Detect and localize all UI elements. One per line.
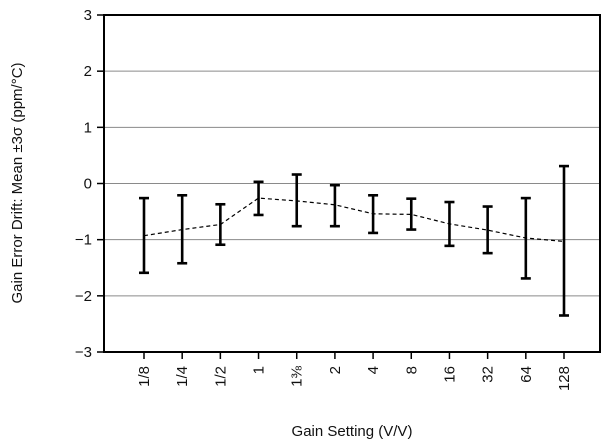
- y-tick-label: 1: [84, 119, 92, 136]
- error-bar: [406, 197, 417, 231]
- y-tick-label: −1: [75, 232, 92, 249]
- error-bar: [444, 200, 455, 248]
- y-tick-label: 3: [84, 7, 92, 24]
- y-axis-title: Gain Error Drift: Mean ±3σ (ppm/°C): [9, 62, 26, 303]
- error-bar: [520, 196, 531, 280]
- x-tick-label: 128: [556, 366, 573, 391]
- error-bar: [482, 205, 493, 255]
- y-axis-ticks: −3 −2 −1 0 1 2 3: [75, 7, 104, 361]
- x-tick-label: 2: [327, 366, 344, 374]
- error-bar: [291, 173, 302, 228]
- x-tick-label: 1/8: [136, 366, 153, 387]
- x-tick-label: 16: [441, 366, 458, 383]
- x-tick-label: 1/2: [212, 366, 229, 387]
- x-tick-label: 1: [251, 366, 268, 374]
- x-tick-label: 64: [518, 366, 535, 383]
- plot-frame: [103, 14, 601, 353]
- x-tick-label: 32: [480, 366, 497, 383]
- error-bar: [139, 196, 149, 275]
- error-bar: [368, 193, 379, 235]
- error-bar: [177, 193, 188, 265]
- y-tick-label: −2: [75, 288, 92, 305]
- error-bar: [253, 180, 264, 217]
- x-tick-label: 1⅜: [289, 366, 306, 387]
- x-axis-ticks: 1/8 1/4 1/2 1 1⅜ 2 4 8 16 32 64 128: [136, 352, 573, 391]
- y-tick-label: 0: [84, 176, 92, 193]
- y-tick-label: −3: [75, 344, 92, 361]
- x-tick-label: 1/4: [174, 366, 191, 387]
- error-bar: [329, 183, 340, 228]
- x-tick-label: 4: [365, 366, 382, 374]
- x-tick-label: 8: [403, 366, 420, 374]
- error-bar: [215, 202, 226, 247]
- error-bars: [139, 164, 569, 317]
- mean-series-line: [143, 197, 565, 242]
- x-axis-title: Gain Setting (V/V): [292, 423, 413, 440]
- error-bar: [559, 164, 569, 317]
- y-tick-label: 2: [84, 63, 92, 80]
- gridlines: [104, 70, 600, 297]
